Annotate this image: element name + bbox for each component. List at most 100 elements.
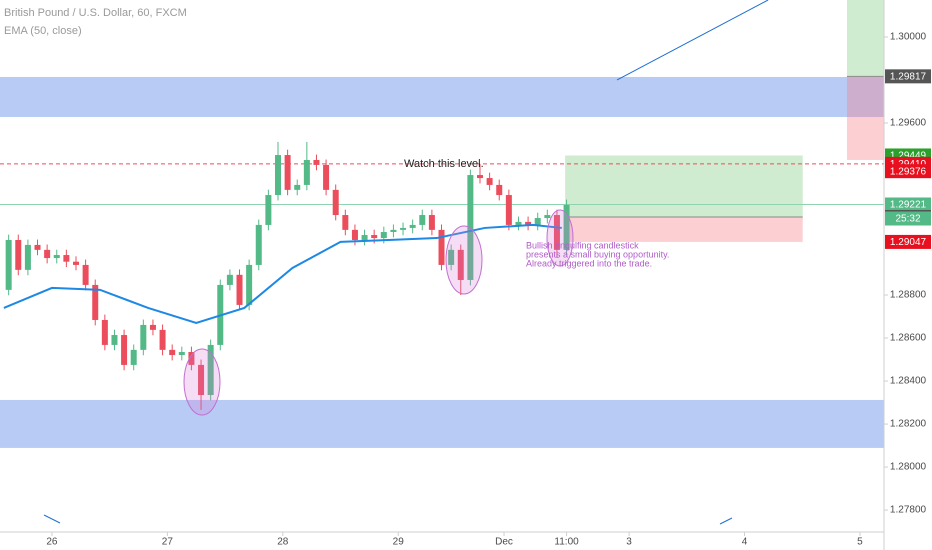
price-label: 1.29047 — [890, 237, 927, 248]
ema-line — [3, 223, 562, 325]
indicator-label: EMA (50, close) — [4, 25, 82, 37]
candle-body — [265, 195, 272, 225]
price-label: 1.29221 — [890, 200, 927, 211]
candle-body — [303, 159, 310, 185]
candle-body — [121, 335, 128, 365]
candle-body — [236, 274, 243, 305]
y-tick-label: 1.28800 — [890, 290, 927, 301]
candle-body — [553, 215, 560, 250]
candle-body — [274, 155, 281, 196]
candle-body — [198, 364, 205, 396]
candle-body — [313, 159, 320, 165]
drawing-stub — [43, 514, 61, 524]
x-tick-label: 4 — [742, 537, 748, 548]
x-tick-label: 5 — [857, 537, 863, 548]
candle-body — [15, 239, 22, 270]
candle-body — [294, 184, 301, 190]
price-label-bg — [885, 234, 931, 249]
candle-body — [178, 352, 185, 356]
position-profit — [565, 155, 803, 217]
candle-body — [351, 229, 358, 240]
annotation: Bullish engulfing candlestick — [526, 240, 639, 250]
price-label-bg — [885, 164, 931, 179]
candle-body — [5, 239, 12, 290]
candle-body — [361, 235, 368, 240]
y-tick-label: 1.27800 — [890, 505, 927, 516]
position-profit — [846, 0, 884, 77]
drawing-stub — [719, 517, 733, 525]
y-tick-label: 1.28600 — [890, 333, 927, 344]
candle-body — [371, 235, 378, 239]
x-tick-label: 28 — [277, 537, 289, 548]
highlight-ellipse — [546, 209, 574, 267]
candle-body — [255, 224, 262, 265]
candle-body — [53, 255, 60, 259]
annotation: Already triggered into the trade. — [526, 258, 652, 268]
candle-body — [140, 324, 147, 350]
candle-body — [34, 244, 41, 250]
candle-body — [390, 229, 397, 233]
countdown: 25:32 — [895, 214, 920, 225]
candle-body — [44, 249, 51, 259]
price-label: 1.29449 — [890, 151, 927, 162]
candle-body — [525, 221, 532, 225]
candle-body — [476, 175, 483, 179]
axes: 1.30000 1.29600 1.28800 1.28600 1.28400 1.282… — [46, 32, 931, 548]
chart-title: British Pound / U.S. Dollar, 60, FXCM — [4, 7, 187, 19]
y-tick-label: 1.28000 — [890, 462, 927, 473]
candle-body — [515, 221, 522, 225]
candle-body — [226, 274, 233, 285]
annotation: presents a small buying opportunity. — [526, 249, 669, 259]
support-resistance-zone — [0, 399, 884, 448]
candle-body — [342, 215, 349, 230]
candle-body — [111, 335, 118, 345]
highlight-ellipse — [445, 225, 483, 295]
y-tick-label: 1.28400 — [890, 376, 927, 387]
candle-body — [72, 261, 79, 265]
x-tick-label: 11:00 — [554, 537, 579, 548]
candle-body — [246, 264, 253, 305]
candle-body — [486, 178, 493, 185]
countdown-bg — [885, 211, 931, 226]
candle-body — [457, 249, 464, 280]
candle-body — [188, 352, 195, 365]
candle-body — [207, 344, 214, 396]
candle-body — [428, 215, 435, 230]
candle-body — [169, 349, 176, 356]
candle-body — [496, 184, 503, 196]
x-tick-label: 3 — [626, 537, 632, 548]
x-tick-label: 29 — [393, 537, 405, 548]
candle-body — [534, 218, 541, 225]
candle-body — [419, 215, 426, 225]
price-label: 1.29376 — [890, 166, 927, 177]
price-label-bg — [885, 69, 931, 84]
y-tick-label: 1.28200 — [890, 419, 927, 430]
candle-body — [101, 319, 108, 345]
x-tick-label: 26 — [46, 537, 58, 548]
y-axis-bg — [884, 0, 932, 550]
candle-body — [24, 244, 31, 270]
candle-body — [82, 264, 89, 285]
plot-area — [0, 0, 884, 448]
candle-body — [92, 284, 99, 320]
price-label-bg — [885, 197, 931, 212]
candle-body — [438, 229, 445, 265]
candle-body — [505, 195, 512, 225]
candle-body — [130, 349, 137, 365]
candle-body — [159, 329, 166, 350]
y-tick-label: 1.30000 — [890, 32, 927, 43]
y-tick-label: 1.29600 — [890, 118, 927, 129]
candle-body — [400, 227, 407, 230]
candle-body — [332, 189, 339, 216]
candle-body — [284, 155, 291, 190]
support-resistance-zone — [0, 76, 884, 117]
candle-body — [380, 232, 387, 239]
trend-line — [616, 0, 769, 81]
x-tick-label: 27 — [162, 537, 174, 548]
candle-body — [544, 215, 551, 219]
x-axis-bg — [0, 532, 932, 550]
candle-body — [448, 249, 455, 265]
candle-body — [149, 324, 156, 330]
